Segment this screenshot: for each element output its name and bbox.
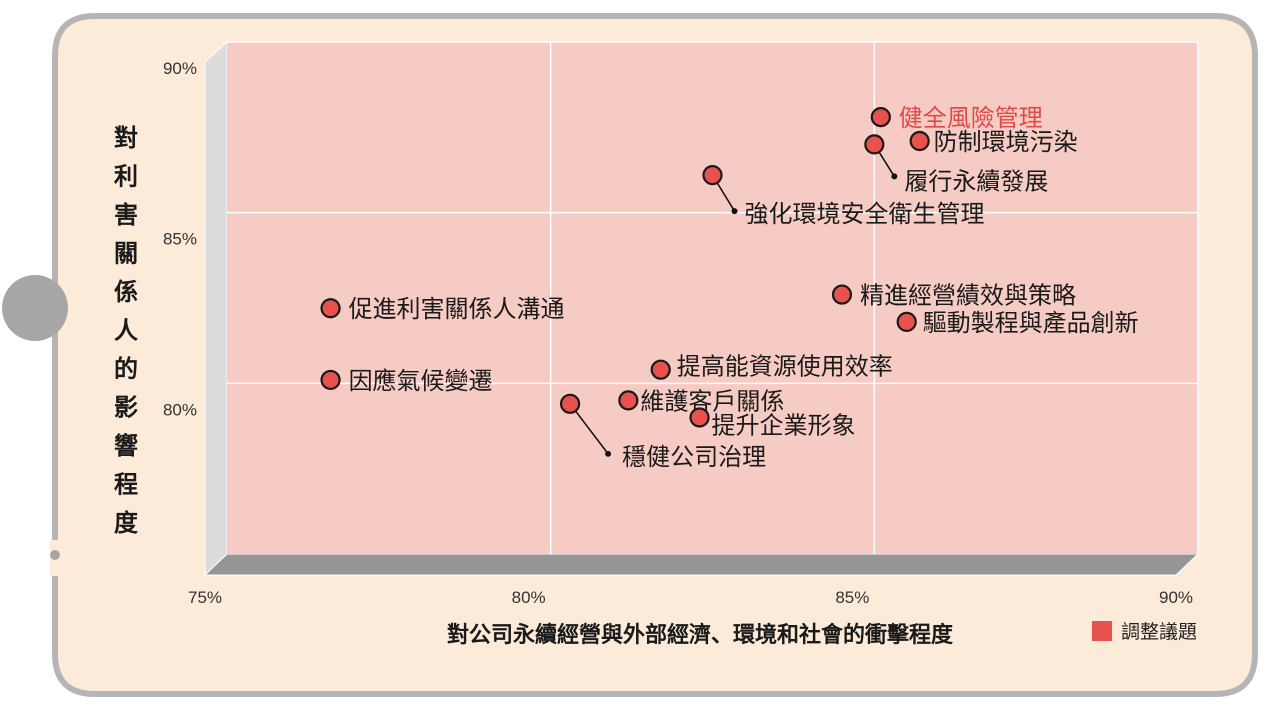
data-point: 驅動製程與產品創新 [896,309,1139,337]
data-point: 提高能資源使用效率 [650,353,893,381]
point-marker [831,284,853,305]
x-axis-title: 對公司永續經營與外部經濟、環境和社會的衝擊程度 [447,622,954,648]
legend: 調整議題 [1092,621,1197,643]
point-label: 穩健公司治理 [622,443,766,471]
axis-ticks: 75% 80% 85% 90% 80% 85% 90% [163,59,1193,607]
data-point: 穩健公司治理 [559,393,766,471]
gridlines [227,41,1199,554]
frame-tab-dot [2,275,68,341]
point-label: 提升企業形象 [712,411,856,439]
point-marker [864,134,885,155]
point-label: 促進利害關係人溝通 [349,295,565,323]
point-marker [689,407,710,428]
point-marker [559,393,581,414]
point-label: 健全風險管理 [899,104,1043,132]
point-label: 提高能資源使用效率 [677,353,893,381]
data-point: 促進利害關係人溝通 [320,295,565,323]
point-label: 因應氣候變遷 [349,367,493,395]
data-point: 因應氣候變遷 [320,367,493,395]
x-tick-label: 80% [512,588,546,607]
data-point: 維護客戶關係 [618,387,784,415]
point-label: 維護客戶關係 [640,387,784,415]
plot-floor [203,553,1200,576]
x-tick-label: 85% [835,588,869,607]
point-marker [320,298,341,319]
x-tick-label: 75% [188,588,222,607]
point-marker [650,359,671,380]
point-marker [320,369,341,391]
data-point: 健全風險管理 [870,104,1043,132]
point-marker [896,311,917,332]
plot-area [227,42,1198,554]
leader-dot [605,450,612,457]
y-axis-title: 對利害關係人的影響程度 [114,124,139,537]
point-marker [909,130,930,152]
leader-dot [731,208,738,215]
y-tick-label: 90% [163,59,197,78]
x-tick-label: 90% [1159,588,1193,607]
point-label: 精進經營績效與策略 [860,282,1076,310]
frame-small-dot [50,550,60,560]
point-label: 履行永續發展 [904,167,1048,195]
data-point: 精進經營績效與策略 [831,282,1076,310]
plot-left-wall [204,40,228,577]
point-marker [870,106,891,128]
leader-line [569,403,609,455]
data-point: 提升企業形象 [689,407,856,439]
data-point: 防制環境污染 [909,128,1078,156]
leader-dot [891,173,898,180]
point-label: 防制環境污染 [934,128,1078,156]
y-tick-label: 85% [163,230,197,249]
legend-label: 調整議題 [1121,621,1197,643]
data-point: 強化環境安全衛生管理 [702,165,985,228]
point-marker [702,165,723,186]
data-points: 健全風險管理防制環境污染履行永續發展強化環境安全衛生管理精進經營績效與策略驅動製… [320,104,1139,471]
point-label: 驅動製程與產品創新 [923,309,1139,337]
y-tick-label: 80% [163,400,197,419]
data-point: 履行永續發展 [864,134,1048,195]
legend-swatch [1092,621,1112,641]
point-marker [618,390,639,411]
point-label: 強化環境安全衛生管理 [745,200,985,228]
